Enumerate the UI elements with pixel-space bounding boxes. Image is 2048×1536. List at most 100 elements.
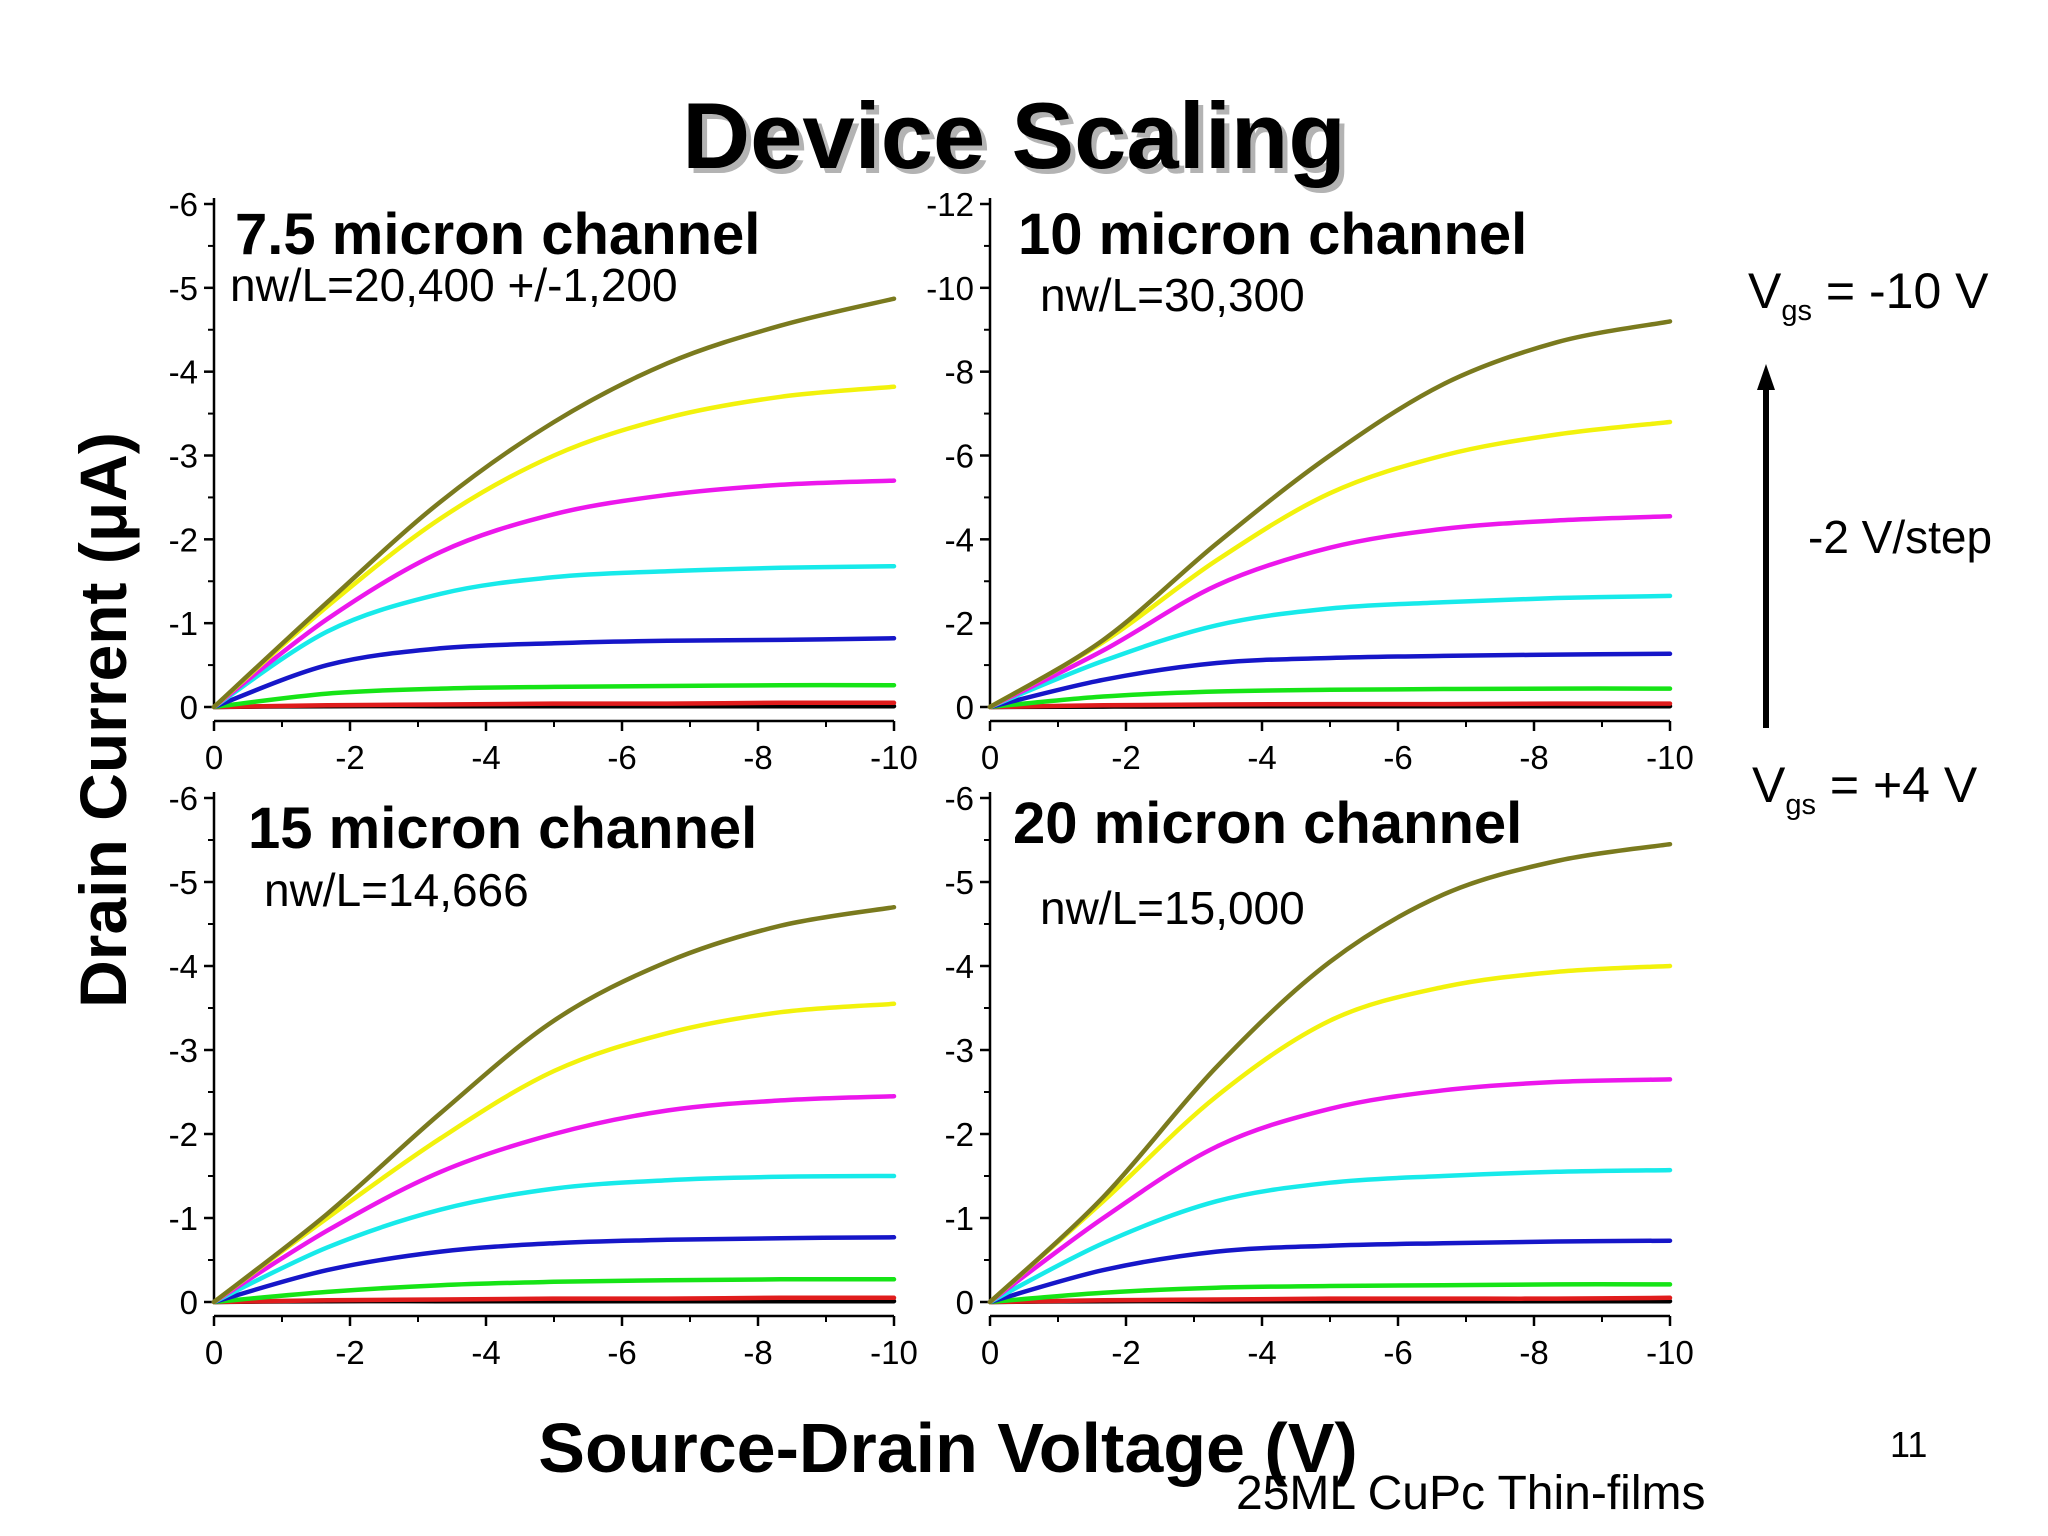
y-tick-label: -6 xyxy=(169,186,198,223)
y-tick-label: -5 xyxy=(169,270,198,307)
series-line-2 xyxy=(987,963,1673,1305)
y-tick-label: -2 xyxy=(169,1116,198,1153)
series-line-7 xyxy=(987,1295,1673,1305)
series-line-4 xyxy=(211,1173,897,1305)
series-line-1 xyxy=(987,841,1673,1305)
x-tick-label: 0 xyxy=(205,1334,223,1371)
series-line-7 xyxy=(987,701,1673,710)
x-tick-label: -6 xyxy=(607,739,636,776)
y-tick-label: -4 xyxy=(169,354,198,391)
y-tick-label: -5 xyxy=(169,864,198,901)
series-line-1 xyxy=(987,319,1673,710)
series-line-2 xyxy=(211,1001,897,1305)
y-tick-label: -6 xyxy=(945,438,974,475)
y-tick-label: -1 xyxy=(169,605,198,642)
x-tick-label: -2 xyxy=(335,1334,364,1371)
y-tick-label: -4 xyxy=(945,948,974,985)
y-tick-label: -6 xyxy=(945,780,974,817)
x-tick-label: -6 xyxy=(607,1334,636,1371)
up-arrow-icon xyxy=(1757,364,1775,728)
series-line-1 xyxy=(211,904,897,1305)
panel-title: 10 micron channel xyxy=(1018,202,1527,267)
series-line-4 xyxy=(987,1167,1673,1305)
x-tick-label: -4 xyxy=(1247,1334,1276,1371)
y-tick-label: -3 xyxy=(945,1032,974,1069)
panel-subtitle: nw/L=30,300 xyxy=(1040,269,1305,321)
y-tick-label: -10 xyxy=(926,270,974,307)
y-tick-label: -6 xyxy=(169,780,198,817)
series-line-3 xyxy=(987,1077,1673,1305)
y-tick-label: -5 xyxy=(945,864,974,901)
y-tick-label: -3 xyxy=(169,438,198,475)
series-line-7 xyxy=(211,700,897,710)
arrow-head xyxy=(1757,364,1775,390)
y-tick-label: -2 xyxy=(169,521,198,558)
vgs-top-value: = -10 V xyxy=(1812,263,1989,319)
x-tick-label: -10 xyxy=(870,739,918,776)
vgs-top-subscript: gs xyxy=(1781,295,1812,327)
series-line-5 xyxy=(211,636,897,710)
series-line-5 xyxy=(987,651,1673,710)
subplot-2: 0 -2 -4 -6 -8 -10 0 -2 -4 -6 -8 -10 -12 10 micron cha… xyxy=(926,186,1694,776)
x-tick-label: -2 xyxy=(1111,739,1140,776)
x-tick-label: -6 xyxy=(1383,1334,1412,1371)
y-tick-label: -1 xyxy=(945,1200,974,1237)
series-line-3 xyxy=(211,1093,897,1305)
vgs-top-label: Vgs = -10 V xyxy=(1748,262,1989,328)
x-tick-label: -10 xyxy=(1646,739,1694,776)
y-tick-label: -2 xyxy=(945,605,974,642)
subplot-4: 0 -2 -4 -6 -8 -10 0 -1 -2 -3 -4 -5 -6 20 micron chann… xyxy=(945,780,1694,1371)
y-tick-label: 0 xyxy=(956,689,974,726)
x-tick-label: -8 xyxy=(743,739,772,776)
panel-title: 20 micron channel xyxy=(1013,791,1522,856)
series-line-6 xyxy=(211,682,897,710)
x-tick-label: -2 xyxy=(1111,1334,1140,1371)
y-tick-label: -4 xyxy=(169,948,198,985)
series-line-5 xyxy=(987,1238,1673,1305)
panel-subtitle: nw/L=15,000 xyxy=(1040,882,1305,934)
vgs-bottom-label: Vgs = +4 V xyxy=(1752,756,1977,822)
y-tick-label: -8 xyxy=(945,354,974,391)
footer-caption: 25ML CuPc Thin-films xyxy=(1236,1467,1706,1520)
x-tick-label: -8 xyxy=(1519,739,1548,776)
x-tick-label: 0 xyxy=(981,739,999,776)
y-tick-label: -2 xyxy=(945,1116,974,1153)
x-tick-label: -4 xyxy=(471,1334,500,1371)
panel-title: 7.5 micron channel xyxy=(235,202,760,267)
x-tick-label: -4 xyxy=(471,739,500,776)
series-line-6 xyxy=(987,1282,1673,1305)
page-number: 11 xyxy=(1890,1424,1928,1465)
step-label: -2 V/step xyxy=(1808,511,1993,563)
x-axis-label: Source-Drain Voltage (V) xyxy=(538,1409,1358,1487)
panel-subtitle: nw/L=14,666 xyxy=(264,864,529,916)
y-tick-label: 0 xyxy=(180,689,198,726)
x-tick-label: -8 xyxy=(743,1334,772,1371)
slide-title: Device Scaling xyxy=(682,83,1346,188)
y-axis-label: Drain Current (μA) xyxy=(66,432,140,1008)
x-tick-label: -8 xyxy=(1519,1334,1548,1371)
vgs-top-symbol: V xyxy=(1748,263,1782,319)
x-tick-label: -10 xyxy=(870,1334,918,1371)
x-tick-label: -4 xyxy=(1247,739,1276,776)
y-tick-label: 0 xyxy=(956,1284,974,1321)
x-tick-label: -2 xyxy=(335,739,364,776)
series-line-5 xyxy=(211,1235,897,1305)
x-tick-label: -6 xyxy=(1383,739,1412,776)
y-tick-label: -4 xyxy=(945,521,974,558)
series-line-6 xyxy=(987,686,1673,710)
subplot-3: 0 -2 -4 -6 -8 -10 0 -1 -2 -3 -4 -5 -6 15 micron chann… xyxy=(169,780,918,1371)
x-tick-label: 0 xyxy=(205,739,223,776)
y-tick-label: -3 xyxy=(169,1032,198,1069)
vgs-bottom-subscript: gs xyxy=(1785,789,1816,821)
vgs-bottom-value: = +4 V xyxy=(1816,757,1978,813)
panel-subtitle: nw/L=20,400 +/-1,200 xyxy=(230,259,678,311)
series-line-3 xyxy=(987,514,1673,710)
y-tick-label: -1 xyxy=(169,1200,198,1237)
subplot-1: 0 -2 -4 -6 -8 -10 0 -1 -2 -3 -4 -5 -6 7.5 micron chan… xyxy=(169,186,918,776)
series-line-6 xyxy=(211,1277,897,1305)
y-tick-label: 0 xyxy=(180,1284,198,1321)
panel-title: 15 micron channel xyxy=(248,796,757,861)
x-tick-label: -10 xyxy=(1646,1334,1694,1371)
